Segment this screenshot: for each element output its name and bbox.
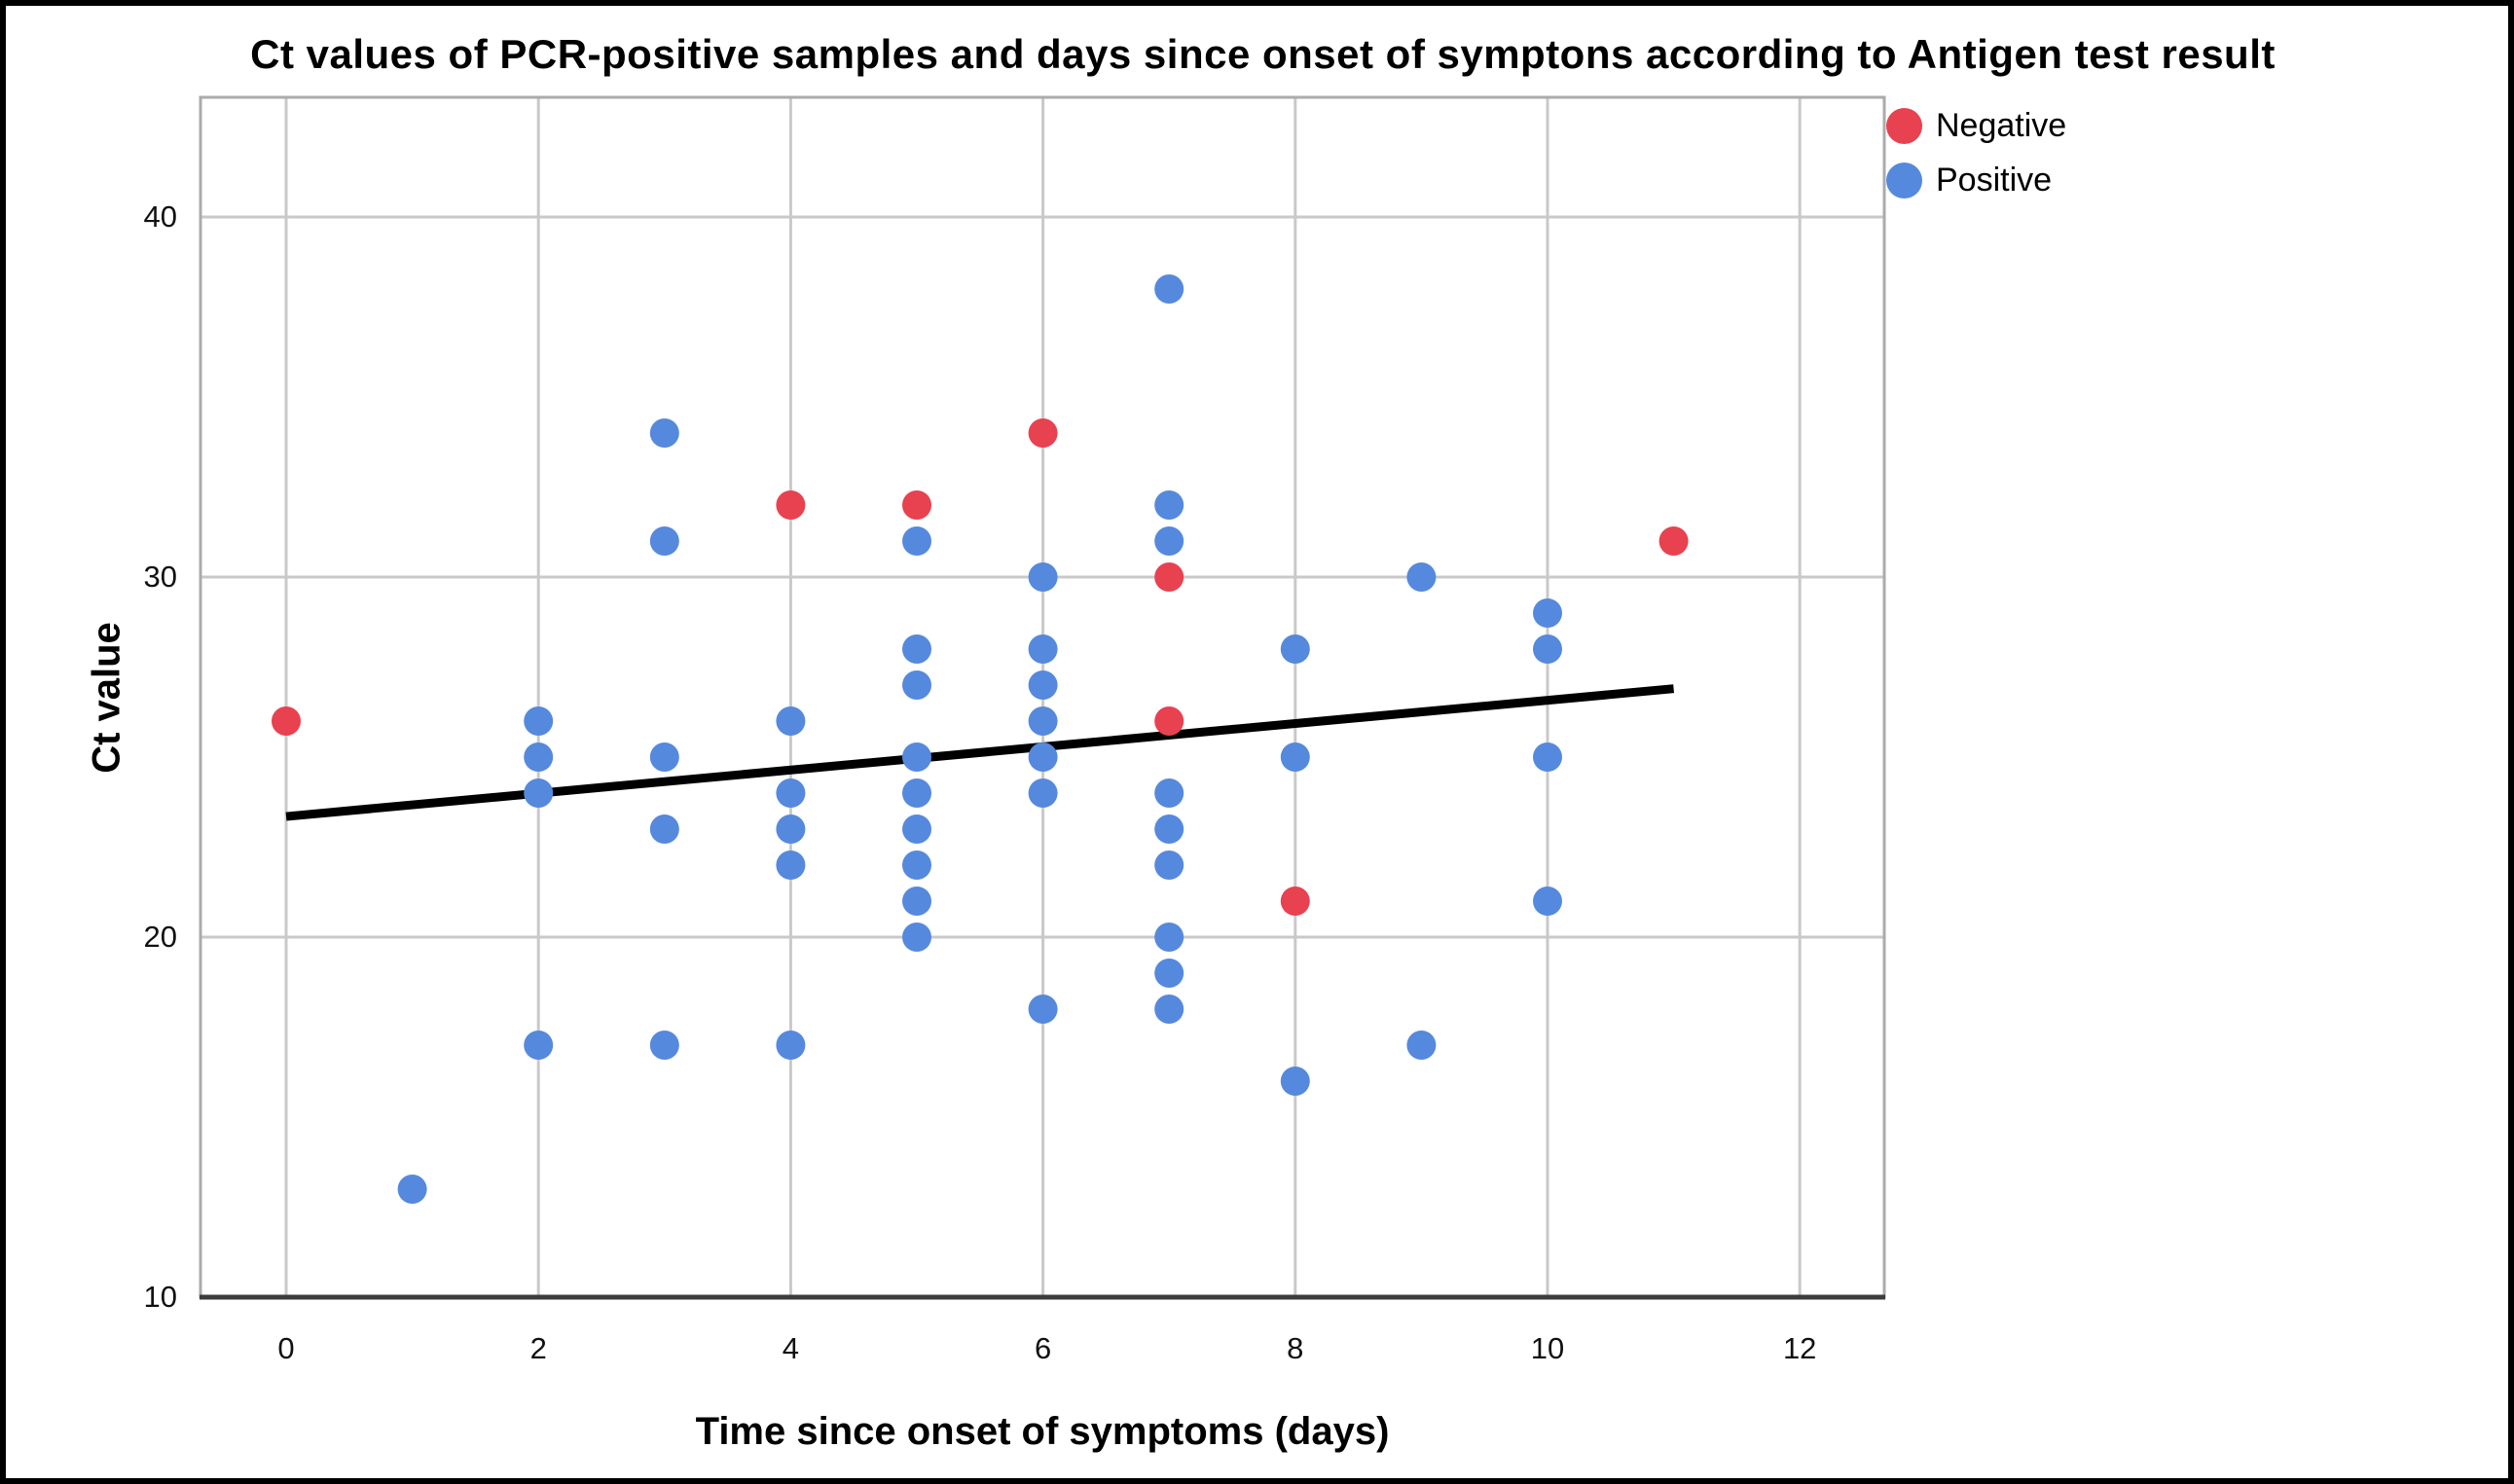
- data-point-positive: [902, 526, 931, 556]
- data-point-positive: [1028, 562, 1058, 592]
- x-axis-label: Time since onset of symptoms (days): [695, 1410, 1390, 1453]
- legend-label-positive: Positive: [1936, 161, 2053, 199]
- data-point-negative: [1658, 526, 1689, 556]
- y-tick-label: 20: [143, 920, 177, 954]
- data-point-positive: [649, 742, 679, 772]
- x-tick-label: 8: [1287, 1331, 1304, 1365]
- data-point-positive: [776, 778, 806, 808]
- data-point-positive: [1154, 851, 1184, 880]
- data-point-positive: [1406, 1031, 1437, 1060]
- data-point-positive: [902, 887, 931, 916]
- data-point-negative: [1154, 706, 1184, 736]
- data-point-positive: [1533, 742, 1562, 772]
- y-tick-label: 30: [143, 560, 177, 594]
- data-point-negative: [1280, 887, 1310, 916]
- legend-item-positive: Positive: [1886, 158, 2066, 202]
- data-point-positive: [1154, 526, 1184, 556]
- data-point-positive: [902, 670, 931, 700]
- data-point-positive: [524, 742, 554, 772]
- data-point-negative: [1028, 418, 1058, 448]
- data-point-positive: [397, 1175, 427, 1204]
- data-point-positive: [1533, 634, 1562, 664]
- legend: Negative Positive: [1886, 103, 2066, 202]
- data-point-positive: [776, 814, 806, 844]
- data-point-positive: [1154, 959, 1184, 988]
- legend-label-negative: Negative: [1936, 106, 2067, 144]
- x-tick-label: 2: [529, 1331, 547, 1365]
- data-point-positive: [649, 418, 679, 448]
- data-point-positive: [649, 526, 679, 556]
- data-point-positive: [1154, 490, 1184, 520]
- data-point-positive: [649, 1031, 679, 1060]
- x-tick-label: 6: [1034, 1331, 1052, 1365]
- data-point-positive: [1154, 778, 1184, 808]
- data-point-positive: [902, 742, 931, 772]
- data-point-positive: [776, 1031, 806, 1060]
- negative-swatch-icon: [1886, 107, 1922, 144]
- data-point-positive: [1533, 887, 1562, 916]
- y-axis-label: Ct value: [85, 621, 128, 774]
- data-point-positive: [649, 814, 679, 844]
- data-point-positive: [1028, 706, 1058, 736]
- data-point-positive: [1028, 670, 1058, 700]
- data-point-positive: [1154, 923, 1184, 952]
- data-point-positive: [902, 814, 931, 844]
- data-point-positive: [1028, 634, 1058, 664]
- data-point-positive: [902, 923, 931, 952]
- data-point-positive: [1533, 598, 1562, 628]
- x-tick-label: 4: [782, 1331, 800, 1365]
- data-point-positive: [1154, 995, 1184, 1024]
- data-point-negative: [272, 706, 301, 736]
- positive-swatch-icon: [1886, 162, 1922, 199]
- data-point-positive: [776, 706, 806, 736]
- data-point-positive: [1028, 778, 1058, 808]
- data-point-positive: [1280, 742, 1310, 772]
- data-point-negative: [902, 490, 931, 520]
- data-point-positive: [1280, 1067, 1310, 1096]
- data-point-positive: [902, 778, 931, 808]
- data-point-positive: [1154, 814, 1184, 844]
- data-point-positive: [1028, 995, 1058, 1024]
- chart-title: Ct values of PCR-positive samples and da…: [250, 31, 2276, 77]
- data-point-positive: [524, 778, 554, 808]
- x-tick-label: 0: [277, 1331, 295, 1365]
- data-point-negative: [1154, 562, 1184, 592]
- y-tick-label: 10: [143, 1280, 177, 1314]
- data-point-positive: [776, 851, 806, 880]
- data-point-positive: [1028, 742, 1058, 772]
- data-point-positive: [524, 706, 554, 736]
- data-point-positive: [1154, 274, 1184, 304]
- data-point-negative: [776, 490, 806, 520]
- x-tick-label: 10: [1530, 1331, 1565, 1365]
- legend-item-negative: Negative: [1886, 103, 2066, 148]
- trend-line: [285, 684, 1675, 821]
- data-point-positive: [1406, 562, 1437, 592]
- data-point-positive: [902, 851, 931, 880]
- x-tick-label: 12: [1782, 1331, 1817, 1365]
- data-point-positive: [524, 1031, 554, 1060]
- plot-area: [199, 95, 1886, 1300]
- data-point-positive: [1280, 634, 1310, 664]
- data-point-positive: [902, 634, 931, 664]
- y-tick-label: 40: [143, 199, 177, 234]
